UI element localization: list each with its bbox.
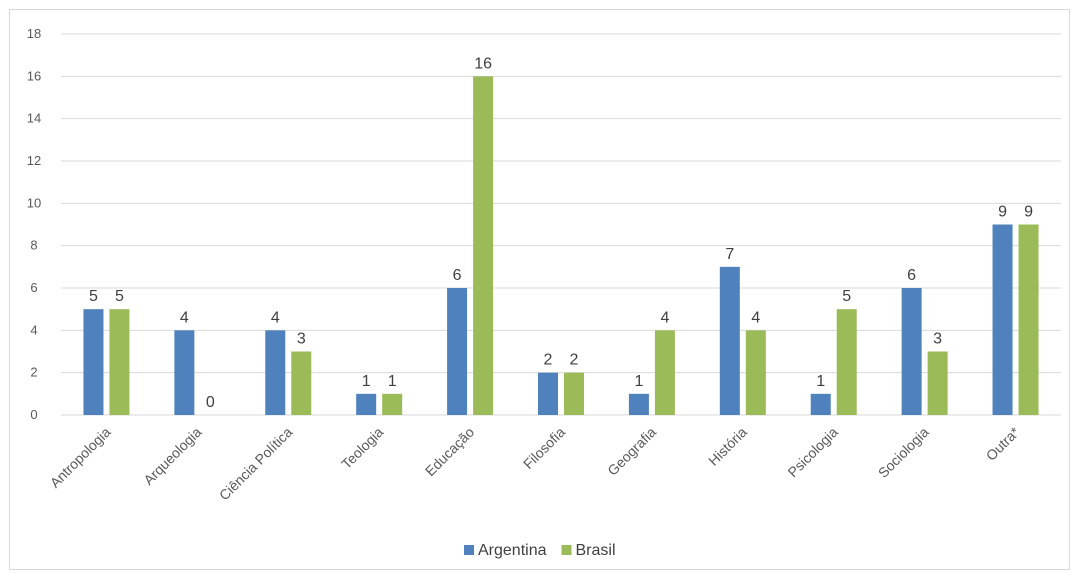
y-tick-label: 0	[30, 407, 37, 422]
x-tick-label: Geografia	[604, 424, 659, 479]
bar-brasil	[291, 351, 312, 415]
bar-argentina	[83, 309, 104, 415]
bar-brasil	[927, 351, 948, 415]
data-label: 1	[362, 373, 371, 390]
bar-brasil	[473, 76, 494, 415]
bar-argentina	[356, 393, 377, 415]
bar-argentina	[447, 288, 468, 415]
bar-argentina	[538, 372, 558, 415]
legend-label-argentina: Argentina	[478, 542, 547, 559]
bar-brasil	[109, 309, 130, 415]
x-tick-label: Educação	[422, 424, 477, 479]
x-tick-label: Filosofia	[520, 424, 568, 472]
data-label: 6	[453, 267, 462, 284]
x-tick-label: Arqueologia	[140, 424, 204, 488]
x-tick-label: Sociologia	[875, 424, 932, 481]
data-label: 3	[933, 331, 942, 348]
data-label: 0	[206, 394, 215, 411]
data-label: 2	[570, 352, 579, 369]
y-tick-label: 2	[30, 365, 37, 380]
data-label: 5	[89, 288, 98, 305]
data-label: 4	[180, 309, 189, 326]
data-label: 9	[1024, 204, 1033, 221]
data-label: 4	[271, 309, 280, 326]
x-tick-label: Antropologia	[47, 424, 114, 491]
data-label: 4	[660, 309, 669, 326]
data-label: 5	[115, 288, 124, 305]
bar-brasil	[836, 309, 857, 415]
data-label: 1	[816, 373, 825, 390]
y-tick-label: 16	[27, 68, 41, 83]
y-tick-label: 18	[27, 26, 41, 41]
x-tick-label: Ciência Política	[216, 424, 296, 504]
y-tick-label: 10	[27, 195, 41, 210]
data-label: 7	[725, 246, 734, 263]
chart-frame: 0 2 4 6 8 10 12 14 16 18 5 5 Antropologia 4 0 Arqueolog…	[9, 9, 1070, 570]
y-tick-label: 14	[27, 111, 41, 126]
y-tick-label: 8	[30, 238, 37, 253]
bar-argentina	[628, 393, 649, 415]
x-tick-label: Outra*	[983, 423, 1023, 463]
data-label: 1	[634, 373, 643, 390]
legend-swatch-brasil	[561, 545, 572, 555]
data-label: 3	[297, 331, 306, 348]
x-tick-label: Teologia	[338, 424, 386, 472]
bar-argentina	[810, 393, 831, 415]
bar-argentina	[174, 330, 195, 415]
bar-brasil	[745, 330, 766, 415]
y-tick-label: 4	[30, 322, 37, 337]
y-tick-label: 12	[27, 153, 41, 168]
data-label: 4	[751, 309, 760, 326]
bar-argentina	[992, 224, 1013, 415]
data-label: 5	[842, 288, 851, 305]
data-label: 16	[474, 55, 492, 72]
data-label: 6	[907, 267, 916, 284]
y-tick-label: 6	[30, 280, 37, 295]
bar-argentina	[901, 288, 922, 415]
data-label: 2	[544, 352, 553, 369]
bar-brasil	[654, 330, 675, 415]
legend-label-brasil: Brasil	[576, 542, 616, 559]
legend-swatch-argentina	[464, 545, 474, 555]
bar-argentina	[719, 266, 740, 415]
x-tick-label: Psicologia	[784, 424, 841, 481]
x-tick-label: História	[705, 424, 750, 469]
bar-brasil	[1018, 224, 1039, 415]
bar-argentina	[265, 330, 286, 415]
bar-brasil	[382, 393, 403, 415]
bar-brasil	[564, 372, 584, 415]
data-label: 1	[388, 373, 397, 390]
data-label: 9	[998, 204, 1007, 221]
